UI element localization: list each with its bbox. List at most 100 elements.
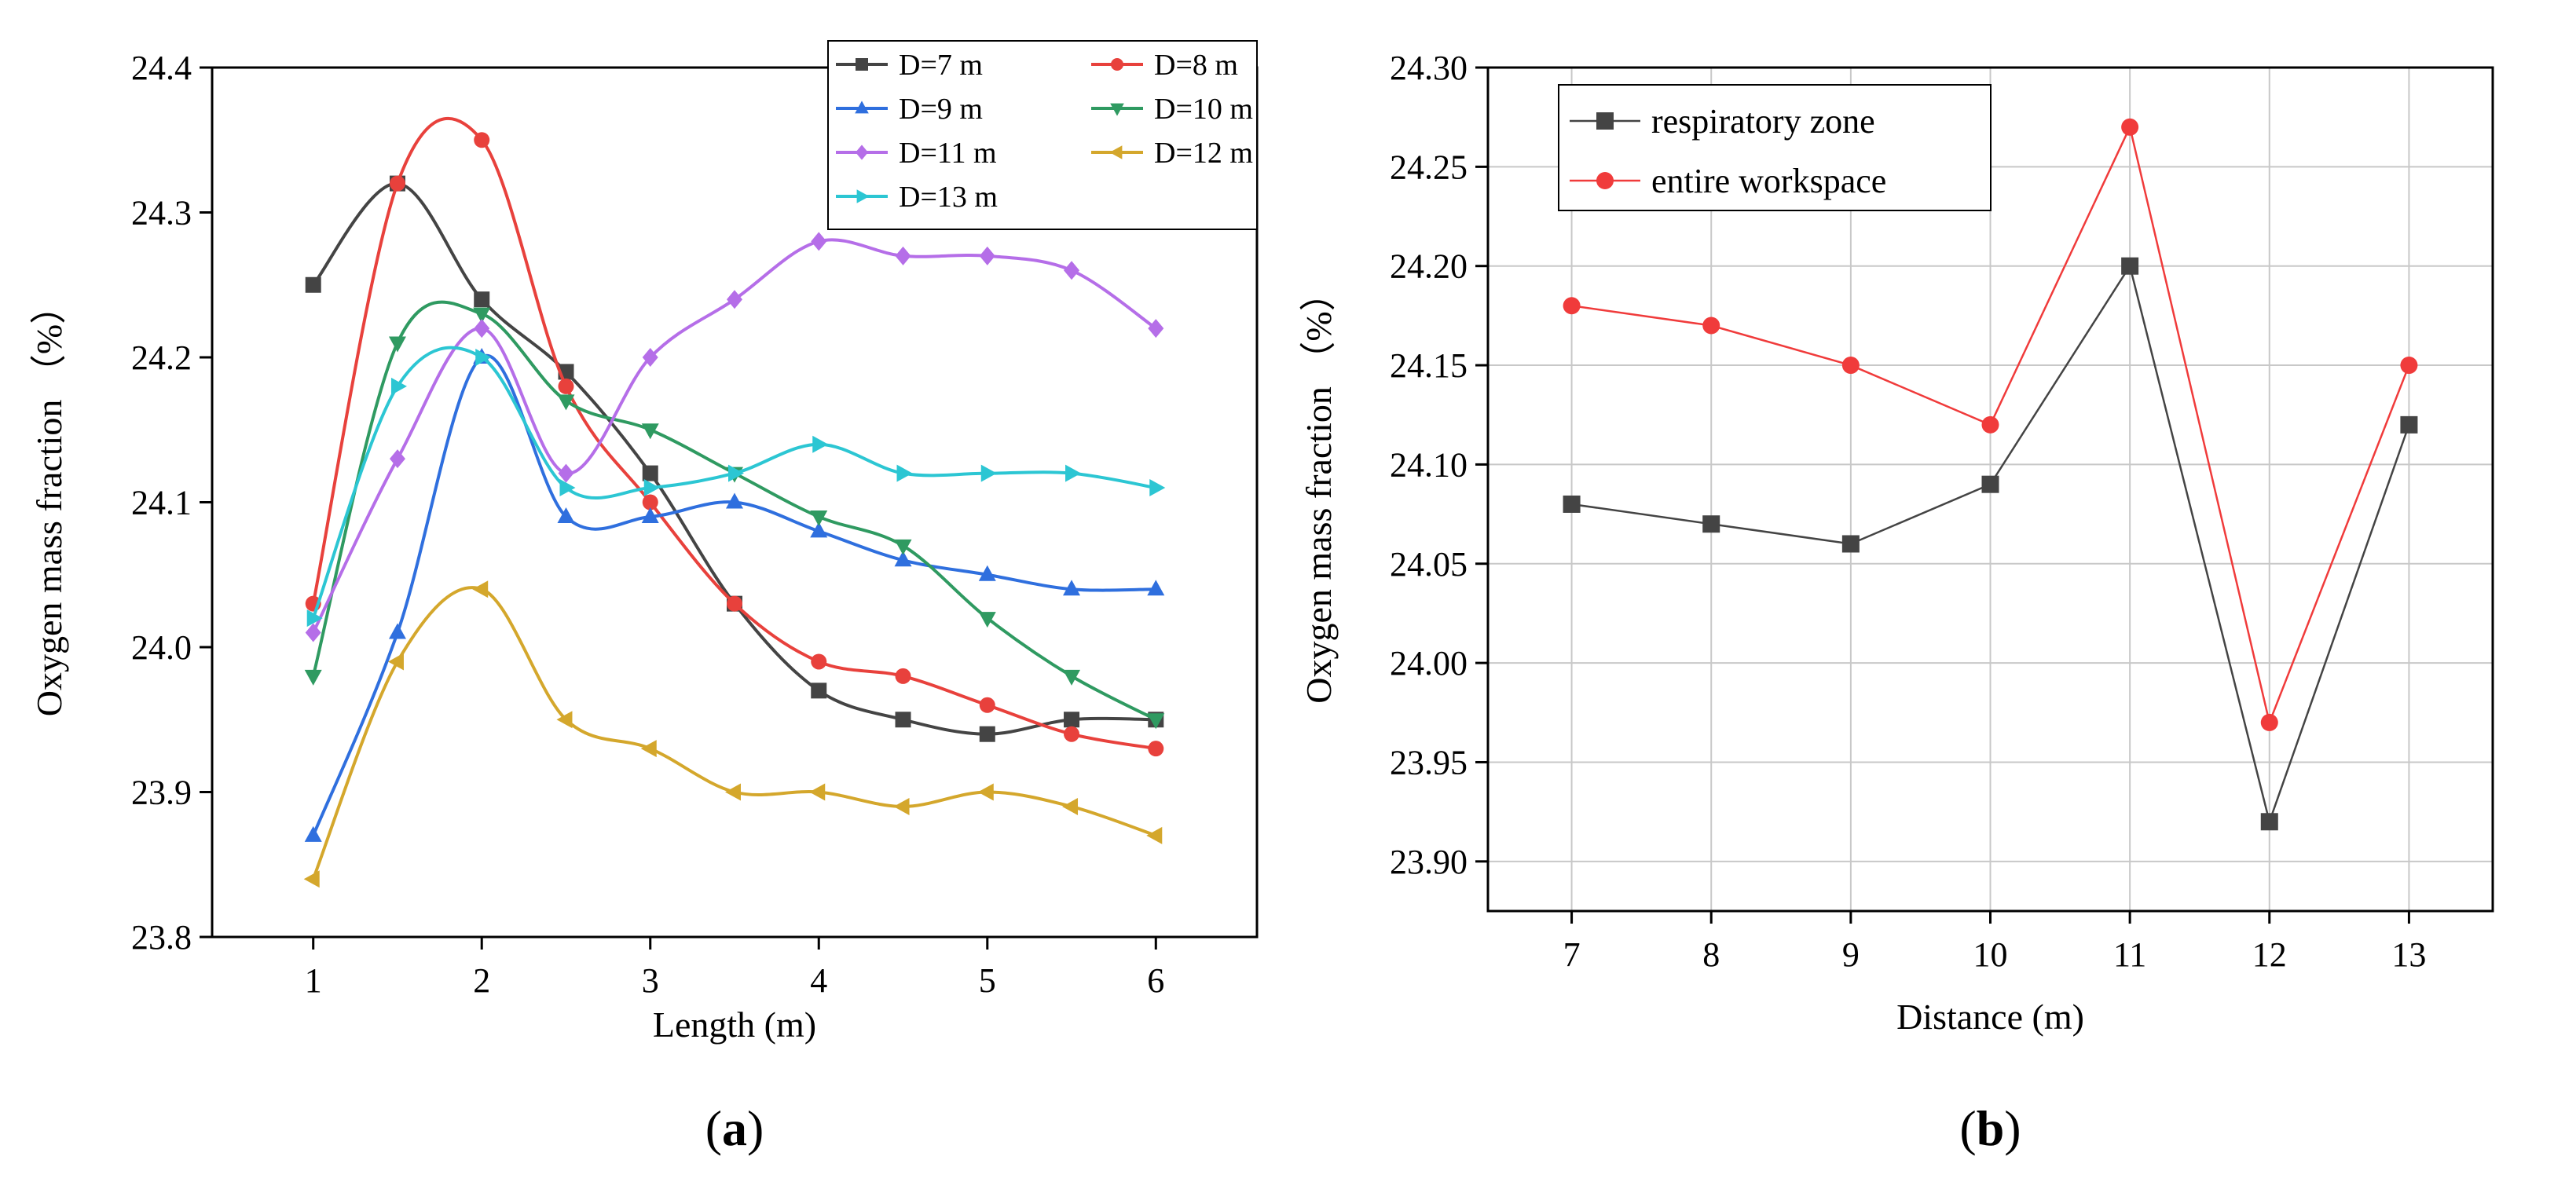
data-point-d-9-m [641,507,659,523]
x-tick-label: 8 [1702,935,1720,974]
legend-marker [856,189,870,203]
y-tick-label: 24.15 [1390,346,1468,385]
series-d-8-m [305,116,1164,757]
legend-label: entire workspace [1651,162,1886,200]
legend: D=7 m D=8 m D=9 m D=10 m D=11 m D=12 m D=13 m [827,40,1258,230]
data-point-d-10-m [557,394,575,411]
data-point-d-9-m [1063,580,1081,596]
data-point-d-10-m [473,307,491,324]
axis-ticks: 7 8 9 10 11 12 13 23.90 23.95 24.00 24.05 24.10 24.1… [1390,49,2426,974]
data-point-d-12-m [387,653,404,671]
legend-item-d-13-m: D=13 m [836,181,998,214]
legend-box [827,40,1258,230]
data-point-respiratory-zone [1702,515,1720,533]
legend-item-d-8-m: D=8 m [1091,49,1238,82]
data-point-d-11-m [811,232,827,251]
y-tick-label: 24.1 [131,484,192,522]
data-point-d-13-m [728,464,744,482]
data-point-respiratory-zone [1841,535,1860,553]
data-point-d-13-m [980,464,997,482]
x-tick-label: 3 [642,961,659,1000]
legend-label: D=7 m [899,49,983,82]
legend-item-d-7-m: D=7 m [836,49,983,82]
data-point-d-13-m [1149,479,1166,497]
data-point-d-8-m [558,378,574,394]
data-point-d-12-m [1146,826,1163,844]
series-entire-workspace [1563,118,2418,731]
legend-marker [1109,145,1123,159]
data-point-d-10-m [894,539,912,555]
data-point-d-8-m [642,494,658,510]
legend-label: D=13 m [899,181,998,214]
legend-label: respiratory zone [1651,102,1875,141]
data-point-d-12-m [893,797,910,815]
data-point-d-9-m [1147,580,1165,596]
y-tick-label: 24.20 [1390,247,1468,286]
legend-marker [856,58,868,71]
y-tick-label: 23.9 [131,774,192,812]
data-point-d-8-m [727,595,742,612]
series-line-d-13-m [311,346,1156,619]
data-point-entire-workspace [2260,713,2278,731]
data-point-d-8-m [895,668,911,684]
legend-item-entire-workspace: entire workspace [1570,162,1886,200]
data-point-d-7-m [811,682,827,699]
y-tick-label: 23.8 [131,918,192,957]
data-point-d-7-m [474,291,490,308]
data-point-d-8-m [389,175,405,192]
chart-panel-b: 7 8 9 10 11 12 13 23.90 23.95 24.00 24.05 24.10 24.1… [1299,49,2494,1156]
data-point-d-11-m [1064,261,1080,280]
data-point-d-11-m [305,623,321,642]
data-point-d-8-m [474,132,490,148]
x-tick-label: 1 [305,961,322,1000]
legend-label: D=11 m [899,137,997,170]
data-point-d-9-m [304,825,322,842]
data-point-d-10-m [978,612,996,628]
data-point-d-13-m [475,349,492,366]
data-point-d-11-m [1148,319,1164,338]
data-point-d-12-m [725,783,741,801]
y-tick-label: 24.05 [1390,545,1468,584]
x-axis-title: Distance (m) [1896,997,2084,1037]
data-point-d-13-m [390,377,407,395]
data-point-d-10-m [1147,713,1165,730]
data-point-d-13-m [812,435,829,453]
data-point-d-7-m [979,726,995,742]
data-point-d-13-m [643,479,660,497]
y-tick-label: 24.0 [131,628,192,667]
data-point-entire-workspace [1702,317,1720,335]
panel-label: (b) [1959,1100,2021,1156]
data-point-d-11-m [979,246,995,265]
legend: respiratory zone entire workspace [1558,84,1992,211]
data-point-respiratory-zone [1563,495,1581,513]
legend-marker [1596,112,1614,130]
x-axis-title: Length (m) [653,1005,816,1045]
legend-marker [1111,58,1123,71]
data-point-d-8-m [1148,741,1164,757]
data-point-d-12-m [303,870,320,888]
series-d-12-m [303,580,1163,888]
data-point-d-11-m [642,348,658,367]
x-tick-label: 11 [2113,935,2146,974]
data-point-d-7-m [305,276,321,293]
data-point-d-7-m [642,465,658,481]
data-point-d-8-m [811,653,827,670]
data-point-d-11-m [558,463,574,483]
data-point-d-13-m [1065,464,1082,482]
data-point-entire-workspace [2121,118,2139,136]
data-point-d-11-m [727,290,742,309]
legend-item-d-9-m: D=9 m [836,93,983,126]
series-line-d-10-m [311,300,1157,722]
data-point-entire-workspace [1563,297,1581,315]
data-point-d-9-m [557,507,575,523]
legend-label: D=9 m [899,93,983,126]
y-tick-label: 24.30 [1390,49,1468,87]
series-line-d-12-m [311,586,1156,880]
x-tick-label: 6 [1147,961,1164,1000]
data-point-d-11-m [895,246,911,265]
x-tick-label: 12 [2252,935,2287,974]
axis-ticks: 1 2 3 4 5 6 23.8 23.9 24.0 24.1 24.2 24.3 24.4 [131,49,1164,1000]
series-d-11-m [305,232,1164,642]
data-point-d-10-m [388,336,406,353]
y-tick-label: 24.2 [131,338,192,377]
